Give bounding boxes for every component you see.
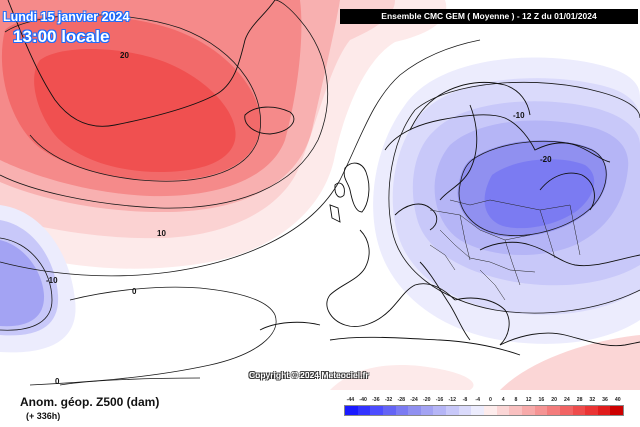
legend-label: -12 — [448, 397, 456, 403]
legend-swatch — [585, 406, 598, 415]
legend-label: -40 — [359, 397, 367, 403]
legend-label: -8 — [462, 397, 468, 403]
contour-label-group: -20 -10 -10 20 10 0 0 — [46, 51, 552, 386]
legend-label: 40 — [614, 397, 621, 403]
model-run-banner: Ensemble CMC GEM ( Moyenne ) - 12 Z du 0… — [340, 9, 638, 24]
legend-swatch — [357, 406, 371, 415]
forecast-date: Lundi 15 janvier 2024 — [3, 10, 130, 24]
legend-label: 28 — [576, 397, 583, 403]
legend-swatch — [382, 406, 396, 415]
legend-swatch — [458, 406, 472, 415]
legend-swatch — [547, 406, 560, 415]
legend-label: -24 — [410, 397, 418, 403]
legend-swatch — [610, 406, 624, 415]
legend-label: 8 — [514, 397, 518, 403]
legend-swatch — [559, 406, 573, 415]
legend-label: 12 — [525, 397, 532, 403]
legend-swatch — [471, 406, 485, 415]
legend-swatch — [521, 406, 535, 415]
negative-anomaly-europe — [373, 57, 640, 344]
legend-swatch — [509, 406, 522, 415]
lead-time: (+ 336h) — [26, 411, 61, 421]
legend-swatch — [420, 406, 434, 415]
contour-label-neg10-europe: -10 — [513, 111, 525, 120]
legend-label: 16 — [538, 397, 545, 403]
legend-label: 32 — [589, 397, 596, 403]
legend-swatch — [370, 406, 383, 415]
legend-label: 24 — [563, 397, 570, 403]
field-title: Anom. géop. Z500 (dam) — [20, 395, 160, 409]
legend-label: -20 — [423, 397, 431, 403]
positive-anomaly-region — [0, 0, 447, 269]
contour-label-zero-low: 0 — [55, 377, 60, 386]
legend-swatch — [345, 406, 358, 415]
legend-label: -36 — [372, 397, 380, 403]
legend-swatch — [395, 406, 409, 415]
map-footer: Anom. géop. Z500 (dam) (+ 336h) -44 -40 -3… — [0, 390, 640, 427]
southern-positive-patch — [330, 335, 640, 390]
legend-swatch — [597, 406, 611, 415]
contour-label-zero-mid: 0 — [132, 287, 137, 296]
legend-label: 20 — [551, 397, 557, 403]
contour-label-pos10: 10 — [157, 229, 166, 238]
legend-label: -4 — [475, 397, 481, 403]
legend-label: 4 — [501, 397, 505, 403]
legend-swatch — [408, 406, 421, 415]
anomaly-map: -20 -10 -10 20 10 0 0 — [0, 0, 640, 390]
copyright-notice: Copyright © 2024 Meteociel.fr — [249, 370, 369, 380]
legend-label: -32 — [384, 397, 393, 403]
contour-label-neg10-west: -10 — [46, 276, 58, 285]
coastlines — [7, 0, 640, 356]
legend-color-bar — [344, 405, 624, 416]
legend-swatch — [446, 406, 459, 415]
legend-label: 36 — [602, 397, 608, 403]
legend-label: -44 — [346, 397, 355, 403]
legend-swatch — [496, 406, 510, 415]
contour-label-neg20: -20 — [540, 155, 552, 164]
country-borders — [429, 199, 581, 301]
contour-label-pos20: 20 — [120, 51, 129, 60]
color-legend: -44 -40 -36 -32 -28 -24 -20 -16 -12 -8 -4 0 4 8 12 16 20… — [344, 397, 624, 416]
legend-swatch — [572, 406, 586, 415]
legend-swatch — [484, 406, 497, 415]
forecast-time: 13:00 locale — [13, 27, 110, 46]
negative-anomaly-west — [0, 205, 76, 353]
legend-labels: -44 -40 -36 -32 -28 -24 -20 -16 -12 -8 -4 0 4 8 12 16 20… — [344, 397, 624, 403]
legend-label: 0 — [489, 397, 492, 403]
legend-label: -28 — [397, 397, 406, 403]
legend-swatch — [433, 406, 447, 415]
legend-label: -16 — [435, 397, 444, 403]
legend-swatch — [534, 406, 548, 415]
